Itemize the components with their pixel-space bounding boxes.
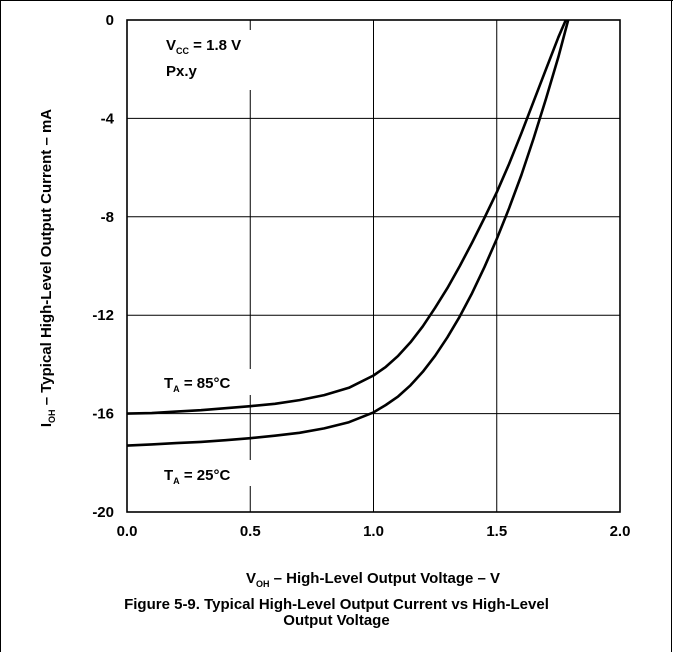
x-axis-label: VOH – High-Level Output Voltage – V: [246, 570, 500, 589]
series-line-25c: [126, 19, 570, 447]
y-tick-label: -12: [92, 307, 114, 324]
part-annotation: Px.y: [166, 63, 198, 80]
figure-caption-line-2: Output Voltage: [283, 612, 390, 629]
y-tick-label: -8: [101, 209, 114, 226]
series-label-25c: TA = 25°C: [164, 467, 230, 486]
figure-caption: Figure 5-9. Typical High-Level Output Cu…: [0, 597, 673, 629]
plot-border: [126, 19, 621, 513]
y-tick-label: -16: [92, 406, 114, 423]
vcc-label-background: [160, 30, 280, 90]
series-line-85c: [126, 19, 567, 415]
y-axis-label: IOH – Typical High-Level Output Current …: [38, 109, 57, 427]
grid: [127, 20, 620, 512]
x-tick-label: 0.0: [117, 523, 138, 540]
x-tick-label: 1.0: [363, 523, 384, 540]
y-tick-label: -20: [92, 504, 114, 521]
x-tick-label: 2.0: [610, 523, 631, 540]
x-tick-label: 0.5: [240, 523, 261, 540]
series-layer: [126, 19, 570, 447]
y-tick-label: -4: [101, 110, 115, 127]
legend-25-background: [160, 460, 255, 486]
series-label-85c: TA = 85°C: [164, 375, 230, 394]
x-tick-labels: 0.0 0.5 1.0 1.5 2.0: [117, 523, 631, 540]
y-tick-labels: 0 -4 -8 -12 -16 -20: [92, 12, 114, 521]
figure-caption-line-1: Figure 5-9. Typical High-Level Output Cu…: [124, 596, 549, 613]
y-tick-label: 0: [106, 12, 114, 29]
legend-85-background: [160, 369, 255, 395]
x-tick-label: 1.5: [486, 523, 507, 540]
vcc-annotation: VCC = 1.8 V: [166, 37, 241, 56]
